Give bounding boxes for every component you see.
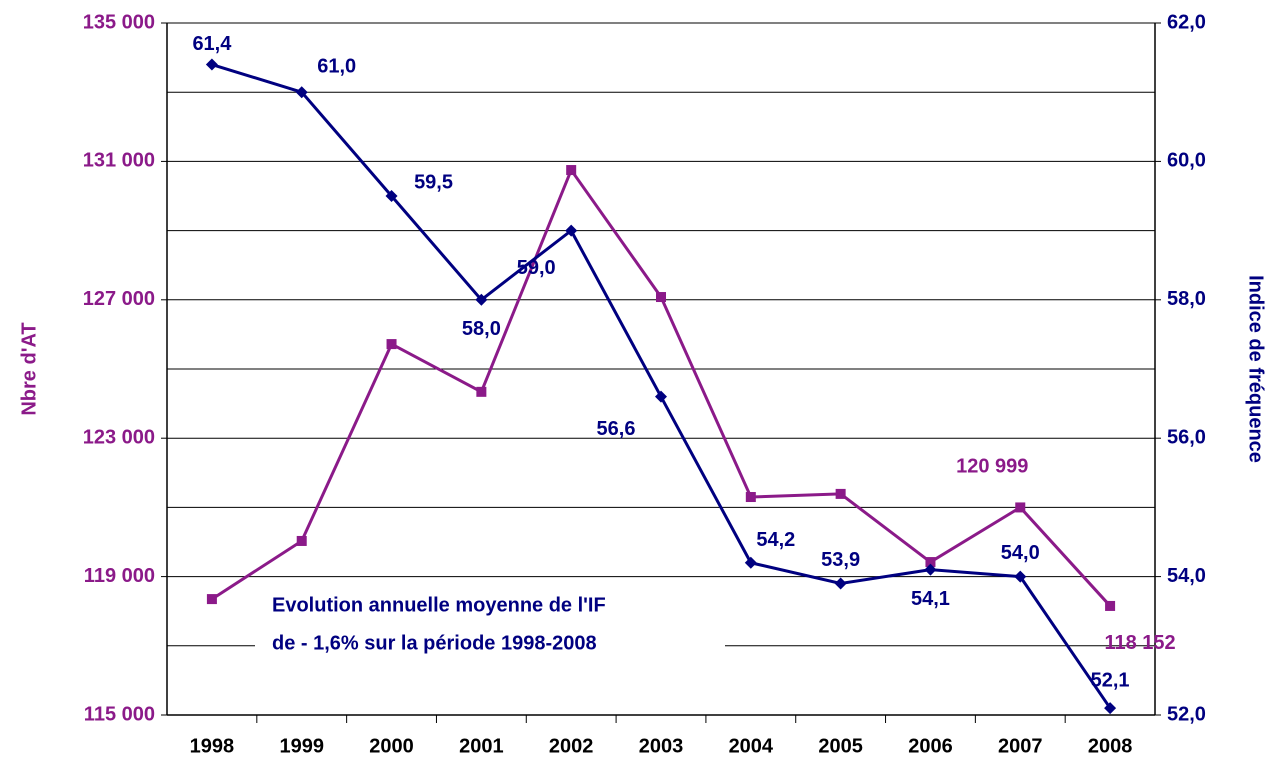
data-label: 56,6 — [597, 418, 636, 440]
x-tick-label: 2006 — [908, 735, 953, 757]
x-tick-label: 2005 — [818, 735, 863, 757]
y2-tick-label: 60,0 — [1167, 150, 1206, 172]
data-label: 61,0 — [317, 55, 356, 77]
marker — [656, 292, 666, 303]
marker — [206, 594, 217, 605]
x-tick-label: 2008 — [1088, 735, 1133, 757]
marker — [566, 165, 577, 176]
annotation: de - 1,6% sur la période 1998-2008 — [272, 632, 597, 654]
y2-tick-label: 52,0 — [1167, 703, 1206, 725]
data-label: 61,4 — [192, 33, 232, 55]
marker — [1104, 702, 1117, 715]
marker — [834, 577, 847, 590]
x-tick-label: 2004 — [729, 735, 774, 757]
marker — [475, 293, 488, 306]
marker — [205, 58, 218, 71]
y2-tick-label: 58,0 — [1167, 288, 1206, 310]
y-axis-label: Nbre d'AT — [18, 322, 40, 415]
y-tick-label: 115 000 — [84, 703, 155, 725]
y2-tick-label: 56,0 — [1167, 426, 1206, 448]
marker — [296, 535, 307, 546]
y2-tick-label: 62,0 — [1167, 11, 1206, 33]
y-tick-label: 123 000 — [83, 426, 155, 448]
x-tick-label: 2002 — [549, 735, 594, 757]
data-label: 53,9 — [821, 549, 860, 571]
x-tick-label: 2007 — [998, 735, 1043, 757]
data-label: 120 999 — [956, 456, 1028, 478]
data-label: 54,2 — [756, 529, 795, 551]
marker — [744, 556, 757, 569]
marker — [924, 563, 937, 576]
data-label: 59,5 — [414, 171, 453, 193]
marker — [386, 339, 397, 350]
data-label: 58,0 — [462, 318, 501, 340]
marker — [835, 488, 846, 499]
y-tick-label: 119 000 — [84, 565, 155, 587]
marker — [1105, 600, 1116, 611]
x-tick-label: 1998 — [190, 735, 235, 757]
marker — [655, 390, 667, 403]
x-tick-label: 2000 — [369, 735, 414, 757]
data-label: 52,1 — [1091, 669, 1130, 691]
marker — [295, 86, 308, 99]
y2-axis-label: Indice de fréquence — [1245, 275, 1267, 463]
marker — [1015, 502, 1026, 513]
data-label: 118 152 — [1104, 632, 1175, 654]
x-tick-label: 1999 — [279, 735, 324, 757]
marker — [476, 386, 487, 397]
data-label: 54,0 — [1001, 542, 1040, 564]
marker — [745, 492, 756, 503]
marker — [385, 190, 398, 202]
y2-tick-label: 54,0 — [1167, 565, 1206, 587]
x-tick-label: 2001 — [459, 735, 504, 757]
x-tick-label: 2003 — [639, 735, 684, 757]
data-label: 59,0 — [517, 257, 556, 279]
y-tick-label: 127 000 — [83, 288, 155, 310]
data-label: 54,1 — [911, 588, 950, 610]
marker — [925, 557, 936, 568]
marker — [1014, 570, 1027, 583]
annotation: Evolution annuelle moyenne de l'IF — [272, 594, 606, 616]
marker — [565, 224, 578, 237]
annotation-bg — [255, 580, 725, 665]
series-line — [211, 166, 1112, 607]
y-tick-label: 131 000 — [83, 150, 155, 172]
y-tick-label: 135 000 — [83, 11, 155, 33]
